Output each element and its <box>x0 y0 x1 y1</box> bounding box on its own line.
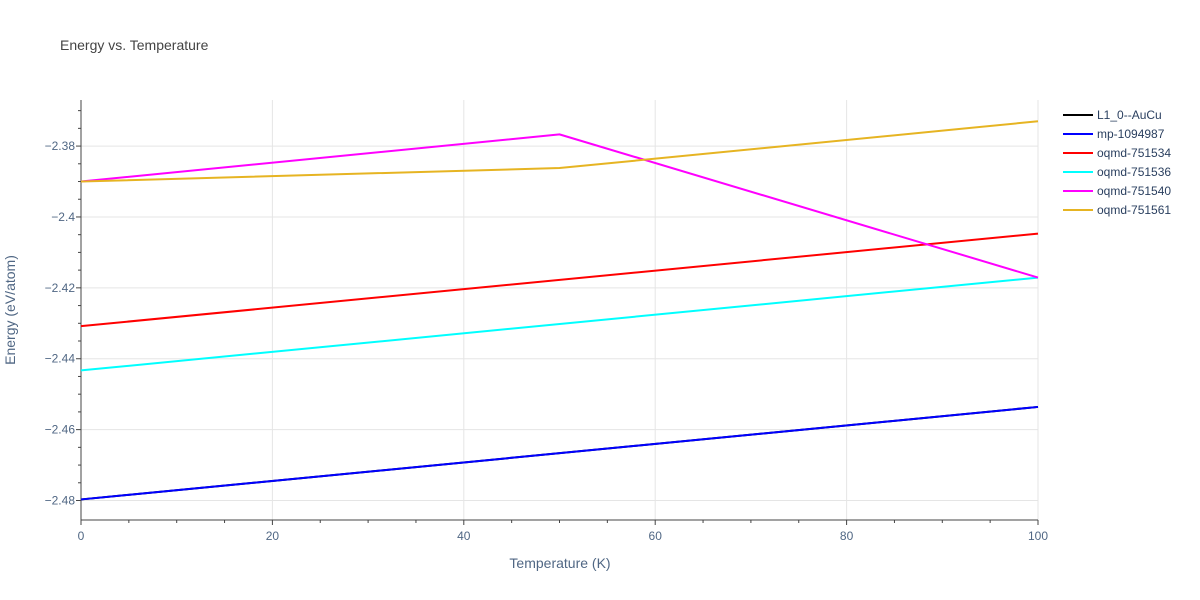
legend-item[interactable]: oqmd-751534 <box>1063 146 1171 160</box>
legend-label: oqmd-751540 <box>1097 184 1171 198</box>
x-tick-labels: 0 20 40 60 80 100 <box>78 529 1049 543</box>
legend-label: oqmd-751534 <box>1097 146 1171 160</box>
series-line-mp-1094987 <box>80 405 1039 501</box>
series-line-oqmd-751561 <box>80 120 1039 183</box>
x-tick-label: 40 <box>457 529 471 543</box>
legend-item[interactable]: mp-1094987 <box>1063 127 1165 141</box>
y-tick-label: −2.46 <box>45 423 76 437</box>
legend-label: L1_0--AuCu <box>1097 108 1162 122</box>
y-tick-label: −2.48 <box>45 494 76 508</box>
grid <box>81 100 1039 520</box>
series-line-oqmd-751540 <box>80 133 1039 279</box>
y-tick-label: −2.4 <box>51 210 75 224</box>
series-line-oqmd-751534 <box>80 232 1039 328</box>
y-tick-label: −2.38 <box>45 139 76 153</box>
legend-label: oqmd-751536 <box>1097 165 1171 179</box>
y-tick-labels: −2.48 −2.46 −2.44 −2.42 −2.4 −2.38 <box>45 139 76 507</box>
axes <box>76 100 1039 525</box>
x-tick-label: 60 <box>649 529 663 543</box>
legend-label: mp-1094987 <box>1097 127 1165 141</box>
legend-item[interactable]: oqmd-751536 <box>1063 165 1171 179</box>
x-tick-label: 0 <box>78 529 85 543</box>
x-tick-label: 20 <box>266 529 280 543</box>
legend-label: oqmd-751561 <box>1097 203 1171 217</box>
y-tick-label: −2.42 <box>45 281 76 295</box>
chart-title: Energy vs. Temperature <box>60 37 209 53</box>
y-tick-label: −2.44 <box>45 352 76 366</box>
legend-item[interactable]: L1_0--AuCu <box>1063 108 1162 122</box>
y-axis-label: Energy (eV/atom) <box>2 255 18 365</box>
legend: L1_0--AuCu mp-1094987 oqmd-751534 oqmd-7515… <box>1063 108 1171 217</box>
legend-item[interactable]: oqmd-751561 <box>1063 203 1171 217</box>
x-axis-label: Temperature (K) <box>509 555 610 571</box>
x-tick-label: 80 <box>840 529 854 543</box>
legend-item[interactable]: oqmd-751540 <box>1063 184 1171 198</box>
series-lines <box>80 120 1039 501</box>
x-tick-label: 100 <box>1028 529 1048 543</box>
series-line-oqmd-751536 <box>80 276 1039 372</box>
